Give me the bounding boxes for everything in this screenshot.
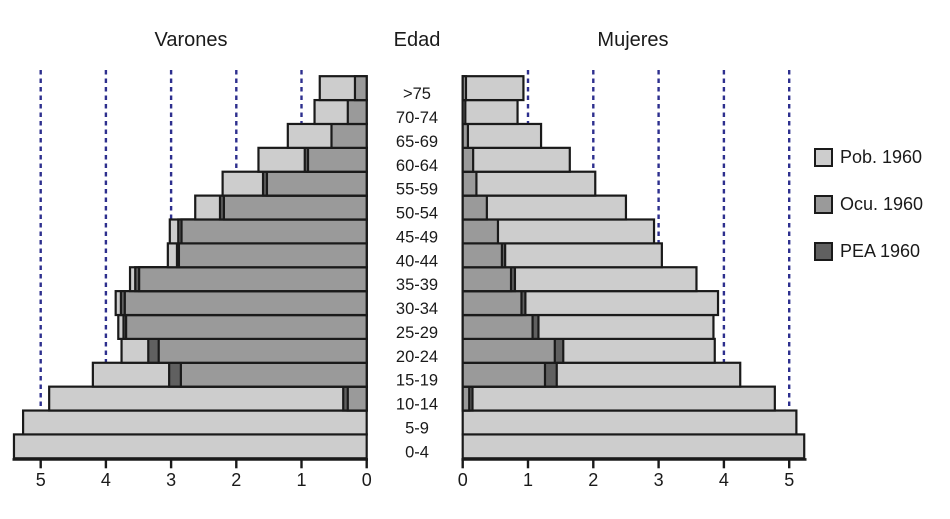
right-ocu-bar <box>461 218 500 245</box>
right-ocu-bar <box>461 290 523 317</box>
age-label: 15-19 <box>396 372 438 390</box>
right-tick-label: 2 <box>588 470 598 490</box>
age-label: 50-54 <box>396 205 438 223</box>
right-pob-bar <box>461 75 525 102</box>
left-ocu-bar <box>179 361 368 388</box>
right-ocu-bar <box>461 313 534 340</box>
right-ocu-bar <box>461 337 556 364</box>
right-ocu-bar <box>461 361 547 388</box>
left-ocu-bar <box>330 122 368 149</box>
right-pob-bar <box>461 170 597 197</box>
right-ocu-bar <box>461 98 467 126</box>
left-ocu-bar <box>157 337 368 364</box>
left-tick-label: 3 <box>166 470 176 490</box>
age-label: 25-29 <box>396 324 438 342</box>
left-ocu-bar <box>346 385 368 412</box>
right-tick-label: 1 <box>523 470 533 490</box>
right-pob-bar <box>461 385 776 412</box>
title-edad: Edad <box>393 29 441 51</box>
left-tick-label: 1 <box>296 470 306 490</box>
right-ocu-bar <box>461 385 471 412</box>
right-pob-bar <box>461 409 798 436</box>
age-label: 35-39 <box>396 276 438 294</box>
legend-label-pea: PEA 1960 <box>840 240 921 261</box>
right-pob-bar <box>461 98 519 126</box>
right-tick-label: 3 <box>654 470 664 490</box>
right-pob-bar <box>461 122 543 149</box>
left-ocu-bar <box>123 290 368 317</box>
left-tick-label: 2 <box>231 470 241 490</box>
right-ocu-bar <box>461 266 513 293</box>
legend-item-pea: PEA 1960 <box>814 241 920 261</box>
right-tick-label: 4 <box>719 470 729 490</box>
left-ocu-bar <box>346 98 368 126</box>
left-tick-label: 0 <box>362 470 372 490</box>
pea-swatch-icon <box>814 241 833 261</box>
age-label: 30-34 <box>396 300 438 318</box>
pob-swatch-icon <box>814 147 833 167</box>
right-ocu-bar <box>461 122 470 149</box>
left-ocu-bar <box>222 194 368 221</box>
legend-item-pob: Pob. 1960 <box>814 147 922 167</box>
left-tick-label: 5 <box>36 470 46 490</box>
right-ocu-bar <box>461 194 488 221</box>
ocu-swatch-icon <box>814 194 833 214</box>
right-tick-label: 5 <box>784 470 794 490</box>
age-label: 70-74 <box>396 109 438 127</box>
left-ocu-bar <box>265 170 368 197</box>
right-ocu-bar <box>461 75 468 102</box>
age-label: 65-69 <box>396 133 438 151</box>
left-ocu-bar <box>180 218 368 245</box>
left-ocu-bar <box>306 146 368 173</box>
age-label: 45-49 <box>396 228 438 246</box>
legend-item-ocu: Ocu. 1960 <box>814 194 923 214</box>
title-mujeres: Mujeres <box>597 29 669 51</box>
left-ocu-bar <box>177 242 368 269</box>
left-pob-bar <box>48 385 368 412</box>
age-label: 5-9 <box>405 419 429 437</box>
age-label: >75 <box>403 85 431 103</box>
right-pob-bar <box>461 146 571 173</box>
left-ocu-bar <box>353 75 368 102</box>
right-tick-label: 0 <box>458 470 468 490</box>
age-label: 40-44 <box>396 252 438 270</box>
age-label: 0-4 <box>405 443 429 461</box>
legend-label-pob: Pob. 1960 <box>840 146 923 167</box>
right-ocu-bar <box>461 242 503 269</box>
left-ocu-bar <box>125 313 368 340</box>
legend-label-ocu: Ocu. 1960 <box>840 193 924 214</box>
age-label: 10-14 <box>396 396 438 414</box>
left-pob-bar <box>21 409 368 436</box>
age-label: 60-64 <box>396 157 438 175</box>
left-tick-label: 4 <box>101 470 111 490</box>
right-pob-bar <box>461 433 806 460</box>
title-varones: Varones <box>154 29 228 51</box>
right-ocu-bar <box>461 146 475 173</box>
age-label: 20-24 <box>396 348 438 366</box>
right-ocu-bar <box>461 170 478 197</box>
age-label: 55-59 <box>396 181 438 199</box>
left-pob-bar <box>12 433 368 460</box>
left-ocu-bar <box>138 266 368 293</box>
